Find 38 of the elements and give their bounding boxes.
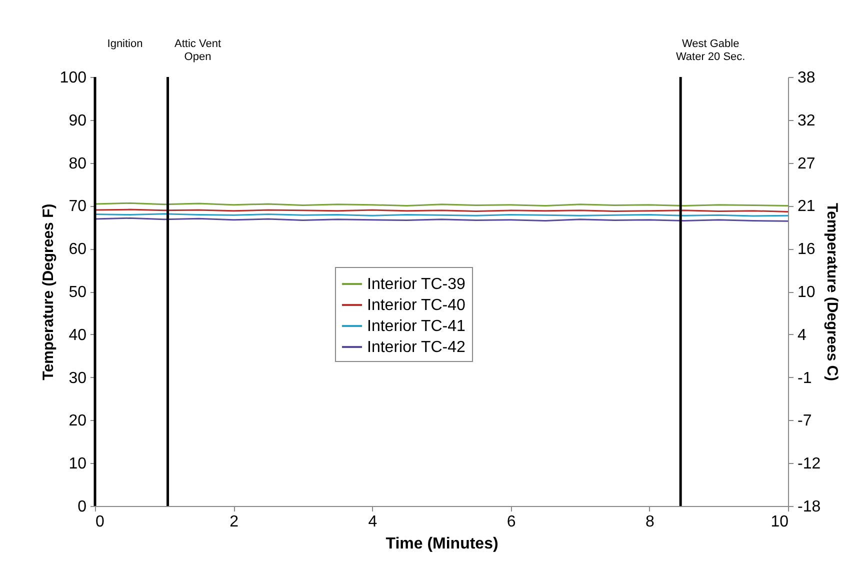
y-tick-label: 0 bbox=[78, 498, 87, 516]
x-tick-label: 8 bbox=[645, 514, 654, 530]
y2-tick-label: -7 bbox=[798, 412, 812, 430]
y2-tick-label: 21 bbox=[798, 198, 816, 216]
legend-label: Interior TC-41 bbox=[367, 318, 466, 335]
legend-label: Interior TC-39 bbox=[367, 276, 466, 293]
y2-tick-label: 38 bbox=[798, 70, 816, 86]
x-tick-label: 10 bbox=[770, 514, 789, 530]
y-tick-label: 80 bbox=[68, 155, 87, 172]
y2-tick-label: -1 bbox=[798, 370, 812, 387]
y-tick-label: 60 bbox=[68, 241, 87, 258]
y-tick-label: 40 bbox=[68, 326, 87, 344]
x-tick-label: 0 bbox=[96, 514, 104, 530]
y2-axis-title: Temperature (Degrees C) bbox=[824, 202, 841, 382]
x-tick-label: 6 bbox=[506, 514, 516, 530]
y2-tick-label: 32 bbox=[798, 112, 816, 130]
y2-tick-label: -18 bbox=[798, 498, 821, 516]
y-axis-title: Temperature (Degrees F) bbox=[40, 204, 57, 380]
y2-tick-label: 10 bbox=[798, 284, 816, 301]
y-tick-label: 90 bbox=[68, 112, 87, 130]
x-axis-title: Time (Minutes) bbox=[386, 536, 498, 552]
legend-label: Interior TC-42 bbox=[367, 339, 466, 356]
y-tick-label: 50 bbox=[68, 284, 87, 301]
legend-label: Interior TC-40 bbox=[367, 297, 466, 314]
y-tick-label: 100 bbox=[60, 70, 87, 86]
y-tick-label: 20 bbox=[68, 412, 87, 430]
ref-line-label: Ignition bbox=[107, 38, 143, 50]
ref-line-label: West Gable Water 20 Sec. bbox=[676, 38, 746, 63]
y2-tick-label: 16 bbox=[798, 241, 816, 258]
y-tick-label: 70 bbox=[68, 198, 87, 216]
x-tick-label: 4 bbox=[368, 514, 378, 530]
y2-tick-label: 27 bbox=[798, 155, 816, 172]
x-tick-label: 2 bbox=[230, 514, 239, 530]
y-tick-label: 30 bbox=[68, 370, 87, 387]
y2-tick-label: 4 bbox=[798, 326, 806, 344]
ref-line-label: Attic Vent Open bbox=[174, 38, 222, 63]
y-tick-label: 10 bbox=[68, 456, 87, 473]
y2-tick-label: -12 bbox=[798, 456, 821, 473]
